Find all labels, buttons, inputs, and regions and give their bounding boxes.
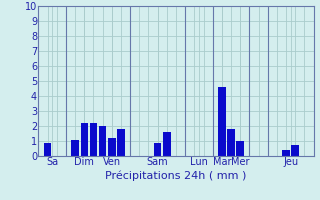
Bar [282, 150, 290, 156]
Bar [236, 141, 244, 156]
Bar [90, 123, 97, 156]
Bar [218, 87, 226, 156]
Bar [154, 142, 161, 156]
Bar [117, 129, 125, 156]
Bar [108, 138, 116, 156]
Bar [292, 145, 299, 156]
Bar [81, 123, 88, 156]
X-axis label: Précipitations 24h ( mm ): Précipitations 24h ( mm ) [105, 170, 247, 181]
Bar [99, 126, 106, 156]
Bar [227, 129, 235, 156]
Bar [163, 132, 171, 156]
Bar [44, 142, 51, 156]
Bar [71, 140, 79, 156]
